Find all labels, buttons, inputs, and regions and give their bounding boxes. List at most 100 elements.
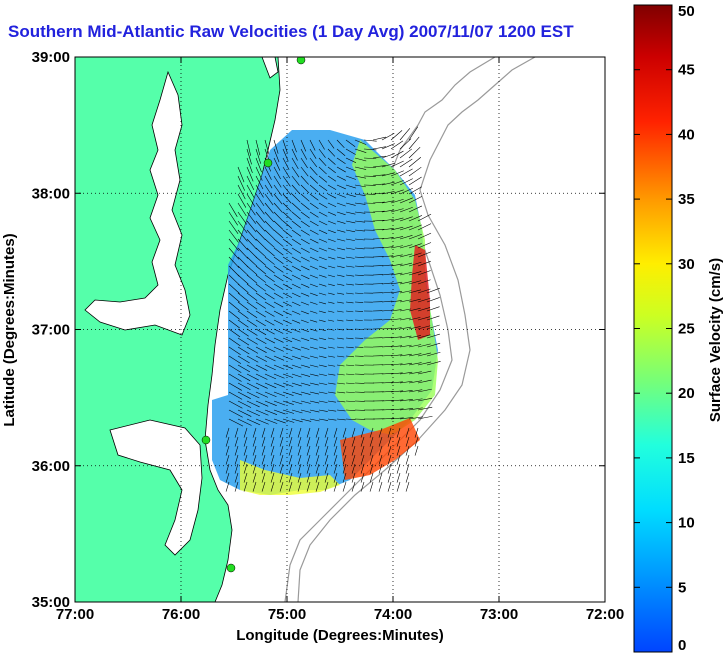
velocity-arrow xyxy=(300,409,311,413)
velocity-arrow xyxy=(345,337,354,340)
velocity-arrow xyxy=(243,472,248,483)
velocity-arrow xyxy=(387,481,392,492)
velocity-arrow xyxy=(291,202,301,211)
delaware-bay xyxy=(261,57,279,79)
velocity-arrow xyxy=(408,157,422,168)
velocity-arrow xyxy=(282,364,293,369)
velocity-arrow xyxy=(354,184,366,188)
velocity-arrow xyxy=(390,130,403,141)
velocity-arrow xyxy=(309,418,320,422)
velocity-arrow xyxy=(333,445,338,456)
velocity-arrow xyxy=(399,187,413,195)
velocity-arrow xyxy=(417,307,431,312)
velocity-arrow xyxy=(405,454,410,465)
velocity-arrow xyxy=(399,290,412,294)
velocity-arrow xyxy=(282,274,293,281)
velocity-arrow xyxy=(345,229,356,233)
velocity-arrow xyxy=(246,337,258,345)
colorbar-tick-label: 30 xyxy=(678,256,695,273)
velocity-arrow xyxy=(426,324,440,330)
colorbar-tick-label: 10 xyxy=(678,515,695,532)
velocity-arrow xyxy=(237,175,245,191)
velocity-arrow xyxy=(234,481,239,492)
velocity-arrow xyxy=(426,351,441,357)
velocity-arrow xyxy=(264,391,277,398)
velocity-arrow xyxy=(246,211,257,224)
velocity-arrow xyxy=(291,193,301,203)
velocity-arrow xyxy=(264,400,277,406)
velocity-arrow xyxy=(327,337,335,340)
velocity-arrow xyxy=(381,327,392,330)
velocity-arrow xyxy=(327,148,336,157)
velocity-arrow xyxy=(390,180,404,186)
velocity-arrow xyxy=(399,206,413,213)
velocity-arrow xyxy=(327,220,336,225)
velocity-arrow xyxy=(270,436,275,447)
velocity-arrow xyxy=(291,382,302,387)
velocity-arrow xyxy=(279,454,284,465)
velocity-arrow xyxy=(372,219,385,222)
x-tick-label: 77:00 xyxy=(56,606,94,623)
velocity-arrow xyxy=(417,406,433,411)
velocity-arrow xyxy=(327,265,336,269)
velocity-arrow xyxy=(390,381,403,384)
velocity-arrow xyxy=(228,346,241,356)
velocity-arrow xyxy=(327,319,335,322)
velocity-arrow xyxy=(255,355,268,362)
velocity-arrow xyxy=(309,229,319,235)
velocity-arrow xyxy=(300,175,309,185)
velocity-arrow xyxy=(381,237,394,240)
velocity-arrow xyxy=(417,279,431,285)
velocity-arrow xyxy=(318,157,327,167)
velocity-arrow xyxy=(318,211,328,217)
velocity-arrow xyxy=(426,333,440,339)
velocity-arrow xyxy=(333,454,338,465)
velocity-arrow xyxy=(345,391,355,394)
velocity-arrow xyxy=(300,148,308,160)
velocity-arrow xyxy=(237,211,247,225)
velocity-arrow xyxy=(405,472,410,483)
velocity-arrow xyxy=(336,211,346,216)
velocity-arrow xyxy=(315,454,320,465)
velocity-arrow xyxy=(318,274,327,278)
velocity-arrow xyxy=(378,463,383,474)
velocity-arrow xyxy=(237,166,245,183)
velocity-arrow xyxy=(246,292,258,301)
velocity-arrow xyxy=(246,382,260,390)
velocity-arrow xyxy=(282,418,295,423)
velocity-arrow xyxy=(378,454,383,465)
velocity-arrow xyxy=(381,255,394,258)
velocity-arrow xyxy=(390,363,403,366)
velocity-arrow xyxy=(288,427,293,438)
velocity-arrow xyxy=(378,436,383,447)
y-tick-label: 35:00 xyxy=(32,594,70,611)
velocity-arrow xyxy=(291,301,301,307)
velocity-arrow xyxy=(237,391,251,399)
velocity-arrow xyxy=(264,265,275,274)
velocity-arrow xyxy=(399,235,413,240)
velocity-arrow xyxy=(273,391,286,397)
velocity-arrow xyxy=(345,310,354,313)
velocity-arrow xyxy=(246,265,258,275)
velocity-arrow xyxy=(327,400,337,403)
velocity-arrow xyxy=(300,328,309,332)
velocity-arrow xyxy=(228,382,242,391)
velocity-arrow xyxy=(354,292,364,294)
velocity-arrow xyxy=(282,301,292,307)
velocity-arrow xyxy=(309,373,319,377)
velocity-arrow xyxy=(225,454,230,465)
velocity-arrow xyxy=(399,216,413,222)
velocity-arrow xyxy=(300,364,310,368)
velocity-arrow xyxy=(336,301,344,304)
velocity-arrow xyxy=(255,238,266,249)
velocity-arrow xyxy=(417,213,432,222)
velocity-arrow xyxy=(318,256,327,261)
velocity-arrow xyxy=(237,220,248,234)
velocity-arrow xyxy=(333,436,338,447)
velocity-arrow xyxy=(246,400,260,408)
velocity-arrow xyxy=(408,362,422,366)
velocity-arrow xyxy=(246,346,259,354)
velocity-arrow xyxy=(336,274,345,277)
velocity-arrow xyxy=(417,343,431,348)
velocity-arrow xyxy=(261,463,266,474)
